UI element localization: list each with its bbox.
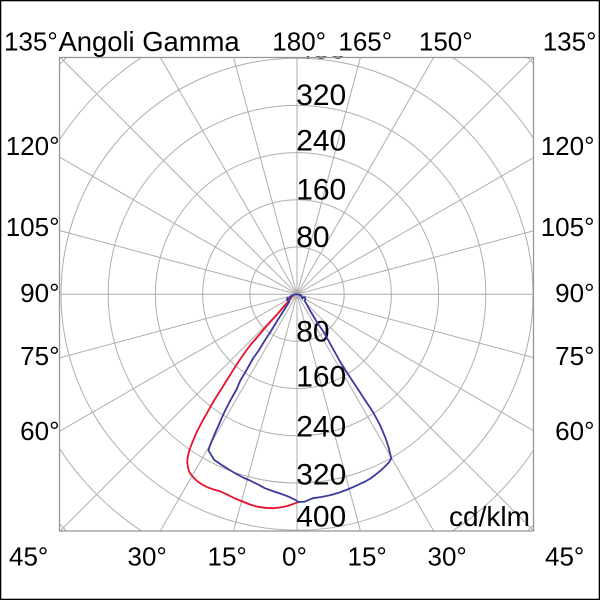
svg-text:30°: 30° bbox=[128, 542, 167, 572]
svg-text:15°: 15° bbox=[208, 542, 247, 572]
svg-text:45°: 45° bbox=[545, 542, 584, 572]
svg-text:160: 160 bbox=[296, 174, 346, 207]
svg-text:135°: 135° bbox=[543, 27, 597, 57]
svg-text:30°: 30° bbox=[428, 542, 467, 572]
svg-text:240: 240 bbox=[296, 125, 346, 158]
svg-text:105°: 105° bbox=[541, 212, 595, 242]
svg-text:160: 160 bbox=[296, 361, 346, 394]
svg-text:90°: 90° bbox=[20, 278, 59, 308]
svg-text:320: 320 bbox=[296, 459, 346, 492]
svg-text:150°: 150° bbox=[419, 27, 473, 57]
svg-text:165°: 165° bbox=[338, 27, 392, 57]
svg-text:320: 320 bbox=[296, 79, 346, 112]
svg-text:60°: 60° bbox=[555, 416, 594, 446]
svg-text:135°: 135° bbox=[4, 27, 58, 57]
svg-text:180°: 180° bbox=[272, 27, 326, 57]
svg-text:cd/klm: cd/klm bbox=[449, 501, 530, 532]
svg-text:400: 400 bbox=[296, 501, 346, 534]
svg-text:15°: 15° bbox=[348, 542, 387, 572]
svg-text:80: 80 bbox=[296, 221, 329, 254]
svg-text:0°: 0° bbox=[282, 542, 307, 572]
svg-text:45°: 45° bbox=[9, 542, 48, 572]
svg-text:120°: 120° bbox=[6, 131, 60, 161]
svg-text:Angoli Gamma: Angoli Gamma bbox=[59, 26, 241, 57]
svg-text:105°: 105° bbox=[6, 212, 60, 242]
svg-text:240: 240 bbox=[296, 411, 346, 444]
svg-text:90°: 90° bbox=[555, 278, 594, 308]
svg-text:75°: 75° bbox=[20, 341, 59, 371]
svg-text:75°: 75° bbox=[555, 341, 594, 371]
svg-text:120°: 120° bbox=[541, 131, 595, 161]
svg-text:60°: 60° bbox=[20, 416, 59, 446]
